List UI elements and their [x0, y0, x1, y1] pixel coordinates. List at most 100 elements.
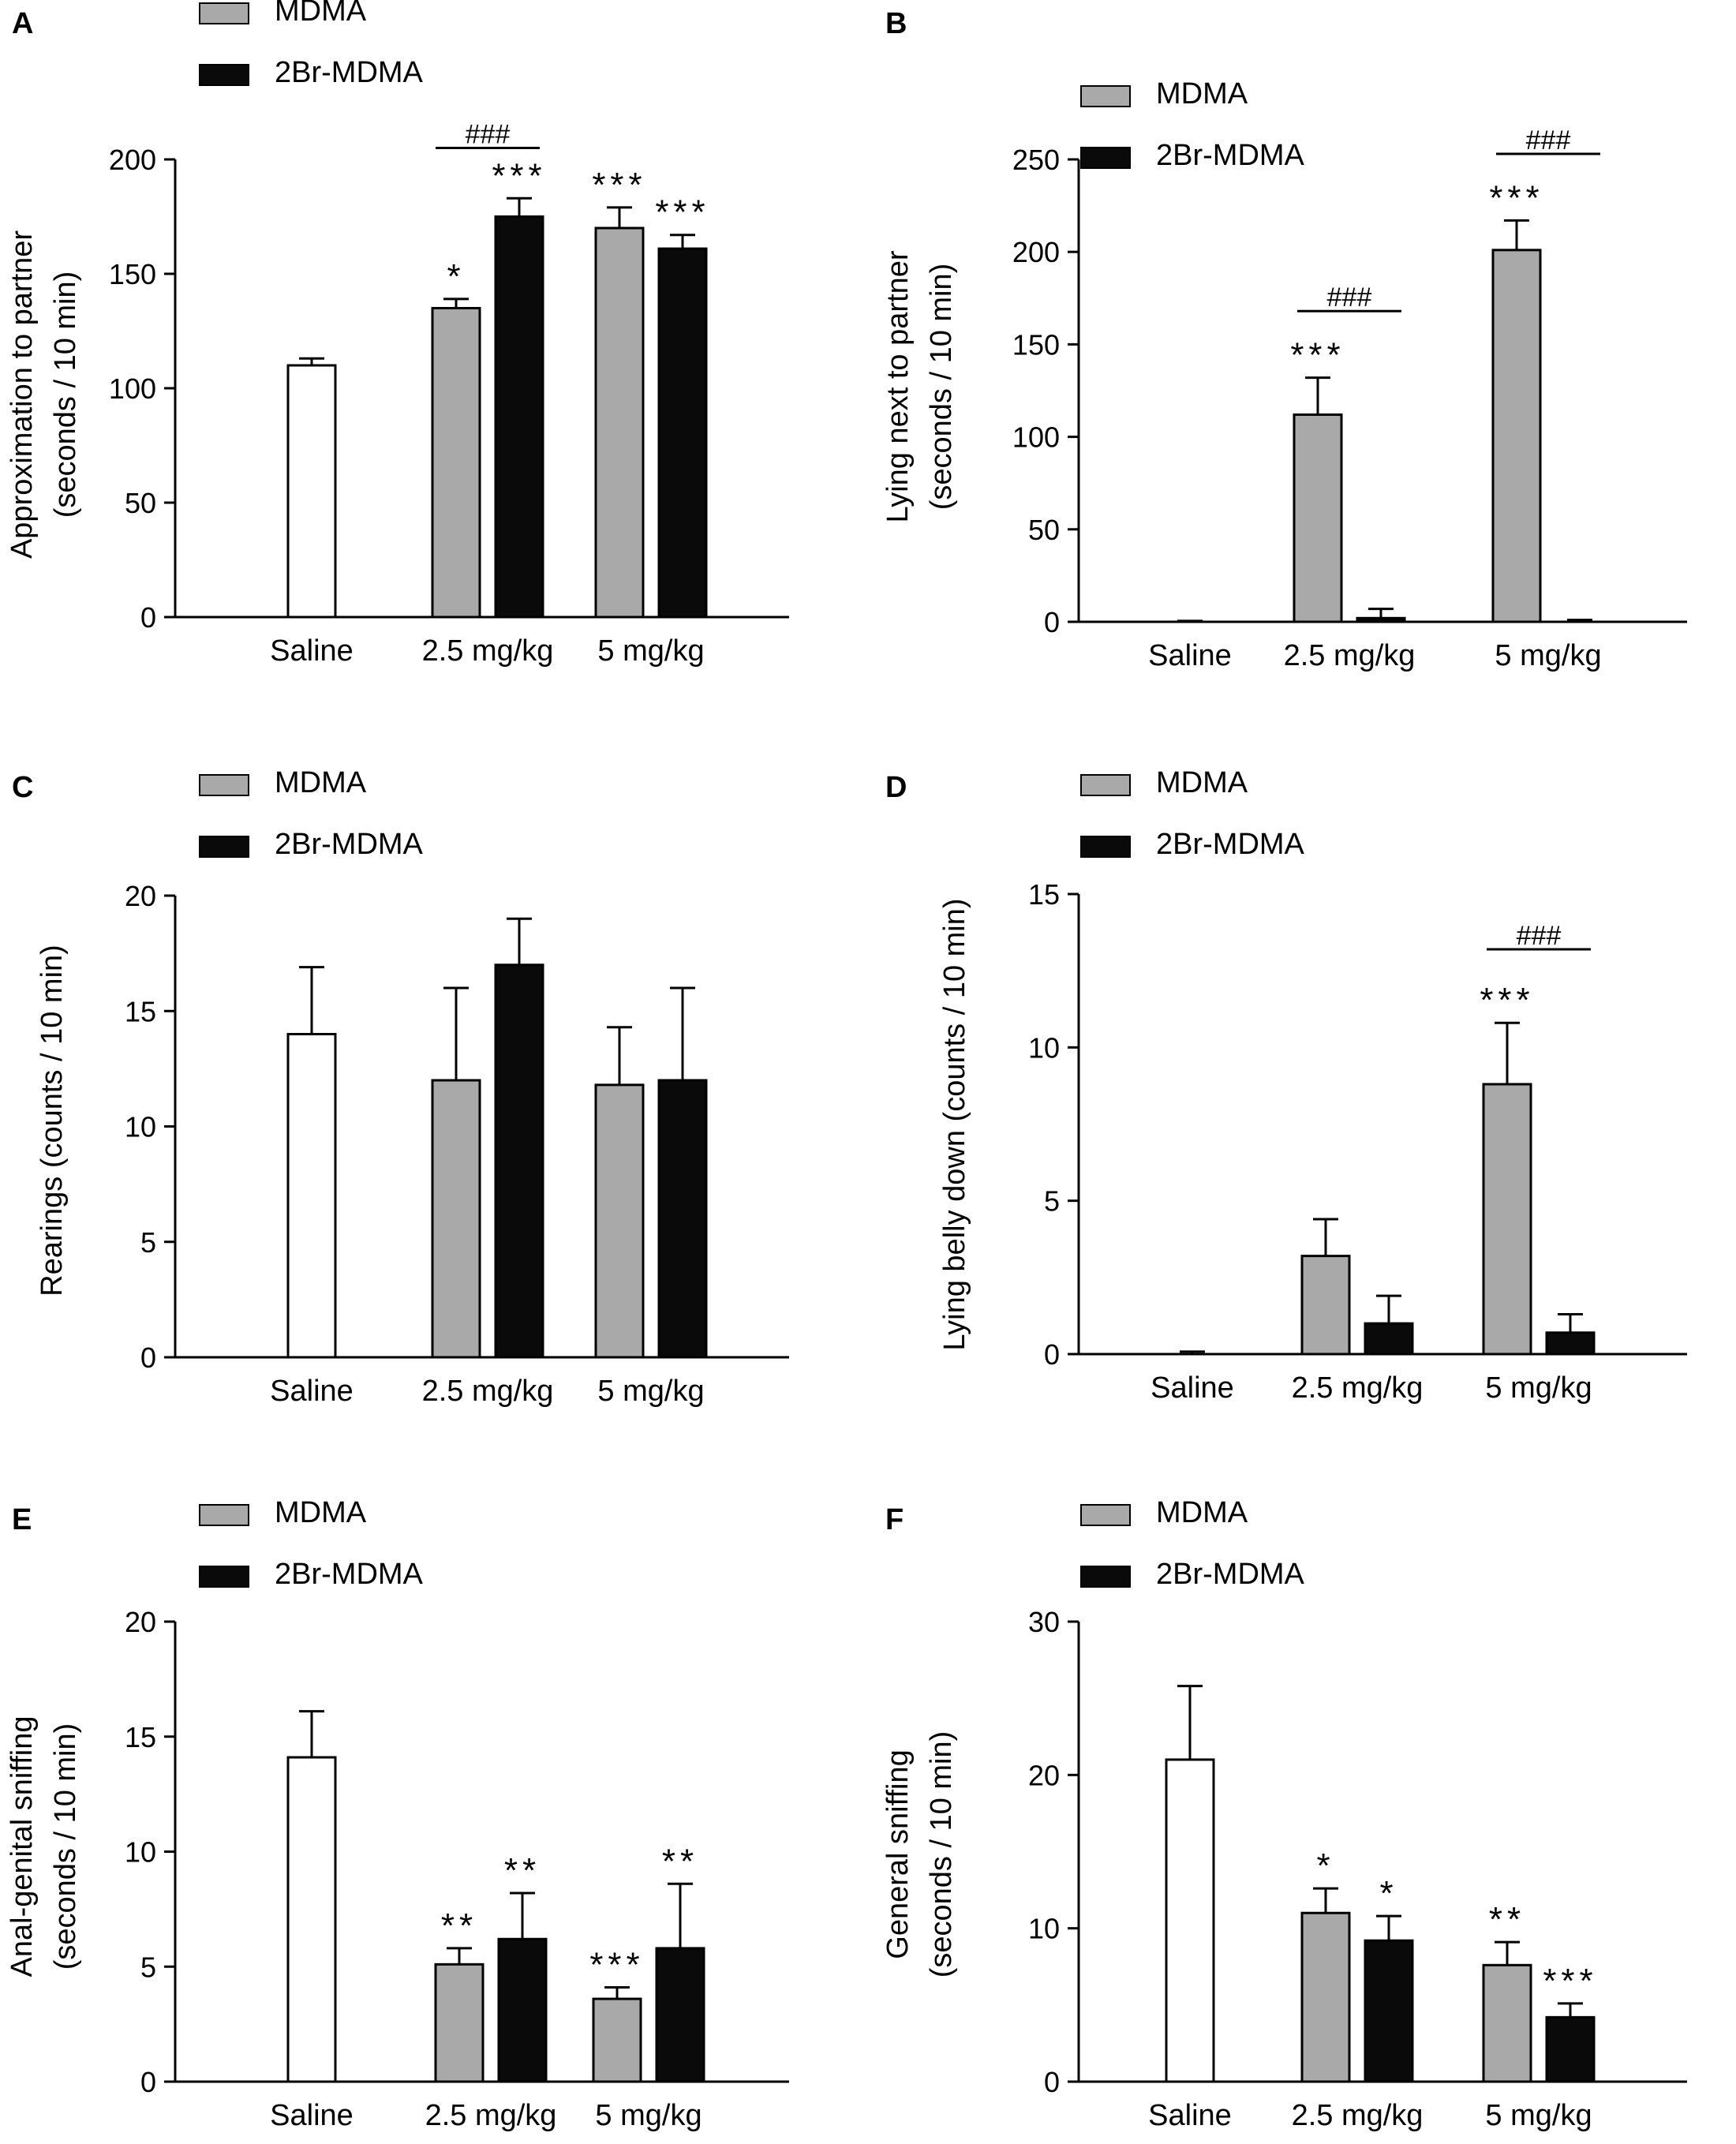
legend-swatch-mdma	[1080, 85, 1131, 107]
bar-br	[657, 247, 708, 619]
y-tick-label: 100	[1012, 421, 1060, 454]
legend-label-mdma: MDMA	[275, 1496, 367, 1529]
x-tick-label: 5 mg/kg	[1495, 639, 1601, 672]
bar-mdma	[1293, 413, 1343, 623]
bar-mdma	[594, 1083, 645, 1359]
bar-br	[655, 1947, 705, 2083]
panel-f: F MDMA 2Br-MDMA 0 10 20 30 General sniffing (sec…	[881, 1496, 1687, 2132]
comparison-label: ###	[1526, 125, 1571, 155]
x-tick-label: Saline	[270, 634, 354, 668]
legend-label-2br-mdma: 2Br-MDMA	[1156, 1558, 1305, 1591]
significance-label: **	[441, 1906, 477, 1945]
significance-label: ***	[1543, 1962, 1597, 2000]
y-tick-label: 0	[1044, 606, 1060, 638]
y-tick-label: 150	[1012, 328, 1060, 361]
legend-swatch-2br-mdma	[1080, 147, 1131, 169]
panel-label: B	[885, 7, 907, 40]
significance-label: **	[1489, 1900, 1525, 1939]
legend-swatch-2br-mdma	[1080, 836, 1131, 858]
legend-label-2br-mdma: 2Br-MDMA	[1156, 828, 1305, 861]
bar-saline	[1165, 1758, 1215, 2083]
bar-br	[1356, 616, 1406, 623]
y-axis-label: (seconds / 10 min)	[925, 264, 958, 511]
bar-br	[497, 1937, 548, 2083]
y-tick-label: 5	[1044, 1185, 1060, 1218]
y-tick-label: 20	[125, 1606, 156, 1638]
x-tick-label: 2.5 mg/kg	[422, 1375, 554, 1408]
legend-label-mdma: MDMA	[1156, 766, 1248, 799]
y-tick-label: 15	[125, 1721, 156, 1753]
legend-label-2br-mdma: 2Br-MDMA	[275, 828, 424, 861]
y-axis-label: General sniffing	[881, 1749, 915, 1959]
legend-swatch-2br-mdma	[199, 1566, 249, 1588]
panel-label: C	[12, 771, 33, 804]
bar-mdma	[431, 1079, 481, 1359]
panel-label: A	[12, 7, 33, 40]
significance-label: ***	[492, 156, 546, 195]
bar-mdma	[594, 226, 645, 619]
comparison-label: ###	[1327, 282, 1372, 312]
y-tick-label: 15	[125, 995, 156, 1027]
significance-label: ***	[1489, 178, 1543, 217]
panel-b: B MDMA 2Br-MDMA 0 50 100 150 200 250 Lying next t…	[881, 7, 1687, 672]
significance-label: ***	[655, 193, 709, 232]
significance-label: *	[447, 257, 465, 296]
y-tick-label: 30	[1028, 1606, 1060, 1638]
x-tick-label: 2.5 mg/kg	[422, 634, 554, 668]
y-tick-label: 0	[1044, 1338, 1060, 1371]
legend-swatch-2br-mdma	[199, 836, 249, 858]
y-axis-label: Lying next to partner	[881, 250, 915, 522]
bar-mdma	[1491, 249, 1542, 623]
y-tick-label: 10	[1028, 1913, 1060, 1945]
significance-label: ***	[589, 1945, 644, 1984]
panel-c: C MDMA 2Br-MDMA 0 5 10 15 20 Rearings (counts / …	[12, 766, 789, 1408]
y-tick-label: 0	[140, 1341, 156, 1374]
legend-swatch-mdma	[1080, 774, 1131, 796]
bar-saline	[286, 364, 337, 619]
x-tick-label: Saline	[1148, 2099, 1232, 2132]
legend-swatch-2br-mdma	[1080, 1566, 1131, 1588]
significance-label: **	[662, 1842, 698, 1880]
bar-mdma	[1300, 1255, 1351, 1356]
y-axis-label: (seconds / 10 min)	[49, 271, 82, 518]
legend-label-2br-mdma: 2Br-MDMA	[1156, 139, 1305, 172]
panel-label: F	[885, 1503, 904, 1536]
y-axis-label: Approximation to partner	[6, 230, 39, 559]
y-tick-label: 5	[140, 1226, 156, 1259]
legend-swatch-mdma	[199, 2, 249, 24]
y-tick-label: 10	[125, 1111, 156, 1143]
panel-e: E MDMA 2Br-MDMA 0 5 10 15 20 Anal-genital sniffi…	[6, 1496, 789, 2132]
y-tick-label: 10	[1028, 1031, 1060, 1064]
y-tick-label: 150	[109, 258, 156, 290]
legend-label-mdma: MDMA	[275, 0, 367, 28]
x-tick-label: 5 mg/kg	[1485, 1371, 1592, 1405]
bar-mdma	[1482, 1083, 1532, 1356]
legend-label-mdma: MDMA	[1156, 1496, 1248, 1529]
legend-label-2br-mdma: 2Br-MDMA	[275, 1558, 424, 1591]
y-tick-label: 10	[125, 1836, 156, 1869]
significance-label: ***	[1290, 336, 1345, 375]
legend-swatch-2br-mdma	[199, 64, 249, 86]
y-axis-label: (seconds / 10 min)	[49, 1723, 82, 1970]
significance-label: *	[1316, 1847, 1334, 1885]
x-tick-label: Saline	[1150, 1371, 1234, 1405]
y-tick-label: 100	[109, 372, 156, 405]
y-axis-label: (seconds / 10 min)	[925, 1731, 958, 1978]
bar-br	[1545, 2015, 1596, 2083]
bar-mdma	[434, 1963, 485, 2083]
legend-label-mdma: MDMA	[275, 766, 367, 799]
significance-label: ***	[592, 166, 646, 204]
bar-mdma	[592, 1997, 642, 2083]
bar-mdma	[1482, 1963, 1532, 2083]
y-tick-label: 15	[1028, 878, 1060, 911]
x-tick-label: 5 mg/kg	[1485, 2099, 1592, 2132]
comparison-label: ###	[1517, 921, 1562, 951]
x-tick-label: 5 mg/kg	[597, 1375, 704, 1408]
y-tick-label: 200	[109, 144, 156, 176]
panel-a: A MDMA 2Br-MDMA 0 50 100 150 200 Approximation t…	[6, 0, 789, 668]
panel-label: E	[12, 1503, 32, 1536]
legend-label-2br-mdma: 2Br-MDMA	[275, 56, 424, 89]
legend-swatch-mdma	[199, 774, 249, 796]
x-tick-label: 5 mg/kg	[595, 2099, 702, 2132]
